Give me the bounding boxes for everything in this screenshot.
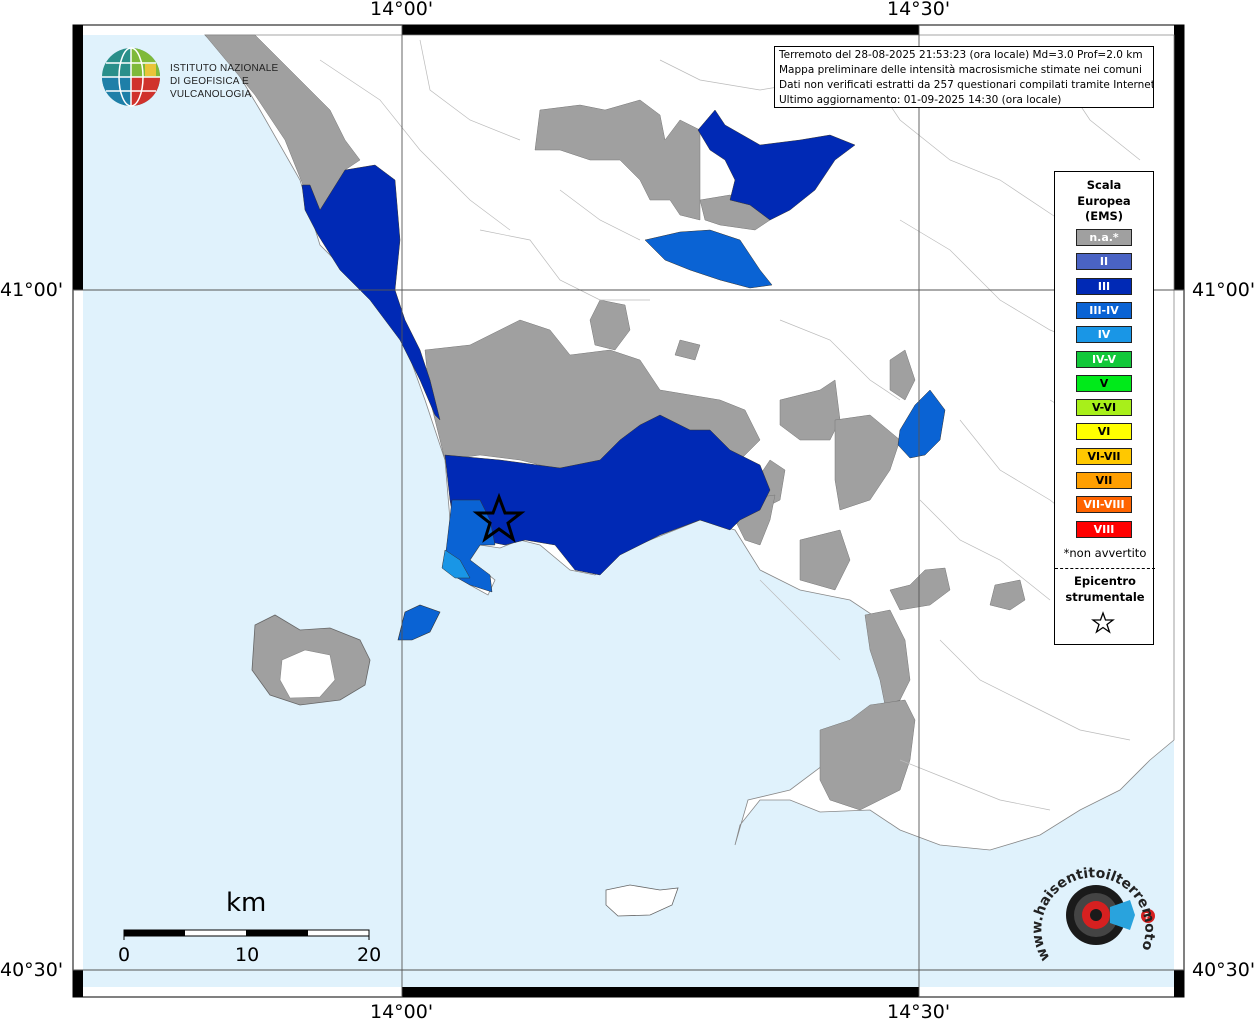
legend-swatch: VII-VIII (1076, 496, 1132, 514)
coord-bottom-left: 14°00' (370, 1001, 434, 1023)
legend-separator (1055, 568, 1155, 569)
ingv-logo: ISTITUTO NAZIONALE DI GEOFISICA E VULCAN… (100, 46, 320, 110)
coord-bottom-right: 14°30' (887, 1001, 951, 1023)
legend-note: *non avvertito (1063, 546, 1147, 560)
legend-swatch: IV (1076, 326, 1132, 344)
procida-island (397, 604, 441, 641)
coord-right-lower: 40°30' (1192, 959, 1256, 981)
ingv-globe-icon (102, 47, 160, 107)
frame-bar-bottom (402, 987, 919, 997)
legend-swatch: V (1076, 374, 1132, 392)
frame-bar-left-low (73, 970, 83, 997)
hst-logo: ? www.haisentitoilterremoto.it (1030, 860, 1158, 964)
frame-bar-top (402, 25, 919, 35)
ems-iii-zones (301, 109, 856, 576)
legend-swatch: VII (1076, 472, 1132, 489)
legend-swatch: III (1076, 277, 1132, 295)
info-line-4: Ultimo aggiornamento: 01-09-2025 14:30 (… (779, 94, 1062, 106)
legend-title-1: Scala (1086, 178, 1122, 192)
legend-swatch: VIII (1076, 520, 1132, 538)
legend-swatch: VI-VII (1076, 447, 1132, 465)
frame-bar-right (1174, 25, 1184, 290)
capri-island (605, 884, 679, 917)
grid-lines (73, 25, 1184, 997)
scale-unit: km (226, 888, 267, 918)
legend-swatch: V-VI (1076, 399, 1132, 417)
ems-legend: Scala Europea (EMS) n.a.* II III III-IV IV IV… (1054, 171, 1155, 645)
legend-title-3: (EMS) (1084, 209, 1124, 223)
epicenter-star (472, 492, 526, 543)
ingv-line-2: DI GEOFISICA E VULCANOLOGIA (170, 76, 252, 100)
coord-left-upper: 41°00' (0, 279, 64, 301)
scale-bar (123, 929, 370, 940)
legend-swatch: VI (1076, 423, 1132, 441)
legend-epicenter-2: strumentale (1065, 590, 1145, 604)
scale-tick-20: 20 (357, 944, 382, 966)
coord-top-right: 14°30' (887, 0, 951, 20)
legend-title-2: Europea (1077, 193, 1131, 208)
question-icon (1141, 909, 1155, 923)
coord-top-left: 14°00' (370, 0, 434, 20)
coord-right-upper: 41°00' (1192, 279, 1256, 301)
info-line-2: Mappa preliminare delle intensità macros… (779, 64, 1142, 76)
scale-tick-0: 0 (118, 944, 131, 966)
star-icon (1091, 611, 1115, 634)
coord-left-lower: 40°30' (0, 959, 64, 981)
legend-epicenter-1: Epicentro (1074, 574, 1136, 588)
scale-tick-10: 10 (235, 944, 260, 966)
legend-swatch: II (1076, 253, 1132, 271)
legend-swatch: IV-V (1076, 350, 1132, 368)
event-info-box: Terremoto del 28-08-2025 21:53:23 (ora l… (774, 46, 1154, 108)
legend-swatch: III-IV (1076, 301, 1132, 319)
ingv-line-1: ISTITUTO NAZIONALE (170, 63, 279, 74)
ischia-white (279, 649, 336, 699)
svg-text:?: ? (1144, 912, 1150, 923)
ems-iv-zone (441, 549, 471, 579)
frame-bar-right-low (1174, 970, 1184, 997)
info-line-3: Dati non verificati estratti da 257 ques… (779, 79, 1154, 91)
info-line-1: Terremoto del 28-08-2025 21:53:23 (ora l… (779, 49, 1143, 61)
frame-bar-left (73, 25, 83, 290)
legend-swatch: n.a.* (1076, 229, 1132, 246)
